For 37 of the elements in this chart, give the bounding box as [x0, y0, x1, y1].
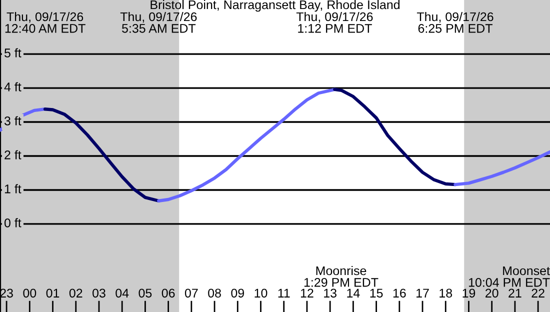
- x-tick-label: 06: [162, 288, 175, 298]
- x-tick-label: 22: [532, 288, 544, 298]
- x-tick-label: 01: [46, 288, 60, 298]
- x-tick-label: 14: [347, 288, 360, 298]
- x-tick-label: 20: [486, 288, 498, 298]
- x-tick-label: 13: [324, 288, 336, 298]
- y-tick-label: 2 ft: [4, 150, 22, 160]
- y-tick-label: 4 ft: [4, 82, 22, 92]
- x-tick-label: 00: [23, 288, 36, 298]
- y-tick-label: 5 ft: [4, 48, 22, 58]
- x-tick-label: 21: [508, 288, 522, 298]
- x-tick-label: 02: [69, 288, 82, 298]
- x-tick-label: 11: [278, 288, 290, 298]
- x-tick-label: 10: [254, 288, 268, 298]
- x-tick-label: 05: [138, 288, 152, 298]
- annotation: Thu, 09/17/26 1:12 PM EDT: [296, 12, 373, 33]
- x-tick-label: 12: [300, 288, 314, 298]
- x-tick-label: 03: [92, 288, 106, 298]
- y-tick-label: 3 ft: [4, 116, 22, 126]
- x-tick-label: 09: [231, 288, 244, 298]
- annotation: Thu, 09/17/26 5:35 AM EDT: [120, 12, 197, 33]
- annotation: Moonset 10:04 PM EDT: [468, 266, 550, 287]
- y-tick-label: 0 ft: [4, 218, 22, 228]
- x-tick-label: 04: [116, 288, 129, 298]
- x-tick-label: 16: [393, 288, 406, 298]
- chart-title: Bristol Point, Narragansett Bay, Rhode Island: [150, 0, 400, 12]
- x-tick-label: 15: [370, 288, 383, 298]
- x-tick-label: 17: [416, 288, 429, 298]
- x-tick-label: 18: [440, 288, 452, 298]
- x-tick-label: 19: [462, 288, 476, 298]
- annotation: Thu, 09/17/26 12:40 AM EDT: [5, 12, 86, 33]
- x-tick-label: 08: [208, 288, 221, 298]
- annotation: Moonrise 1:29 PM EDT: [304, 266, 378, 287]
- x-tick-label: 07: [184, 288, 198, 298]
- y-tick-label: 1 ft: [4, 184, 22, 194]
- line-series: [0, 108, 47, 132]
- annotation: Thu, 09/17/26 6:25 PM EDT: [416, 12, 494, 33]
